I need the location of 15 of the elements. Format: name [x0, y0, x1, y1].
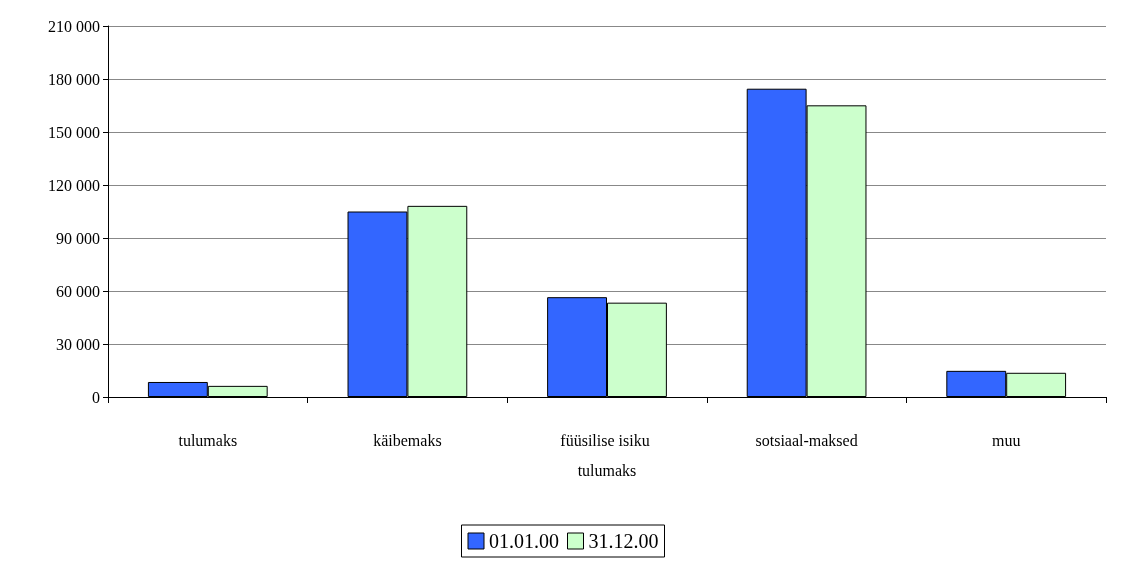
y-tick-label: 90 000: [56, 229, 100, 247]
y-tick-label: 180 000: [48, 70, 100, 88]
y-tick-label: 60 000: [56, 282, 100, 300]
x-tick-label: tulumaks: [178, 431, 238, 449]
y-tick-label: 150 000: [48, 123, 100, 141]
y-tick-label: 210 000: [48, 17, 100, 35]
legend-label: 01.01.00: [489, 530, 559, 552]
y-tick-label: 0: [92, 388, 100, 406]
y-tick-label: 120 000: [48, 176, 100, 194]
legend-label: 31.12.00: [588, 530, 659, 552]
x-tick-label: muu: [991, 431, 1021, 449]
x-tick-label: füüsilise isiku tulumaks: [560, 431, 654, 479]
x-tick-label: käibemaks: [373, 431, 442, 449]
y-tick-label: 30 000: [56, 335, 100, 353]
x-tick-label: sotsiaal-maksed: [755, 431, 858, 449]
